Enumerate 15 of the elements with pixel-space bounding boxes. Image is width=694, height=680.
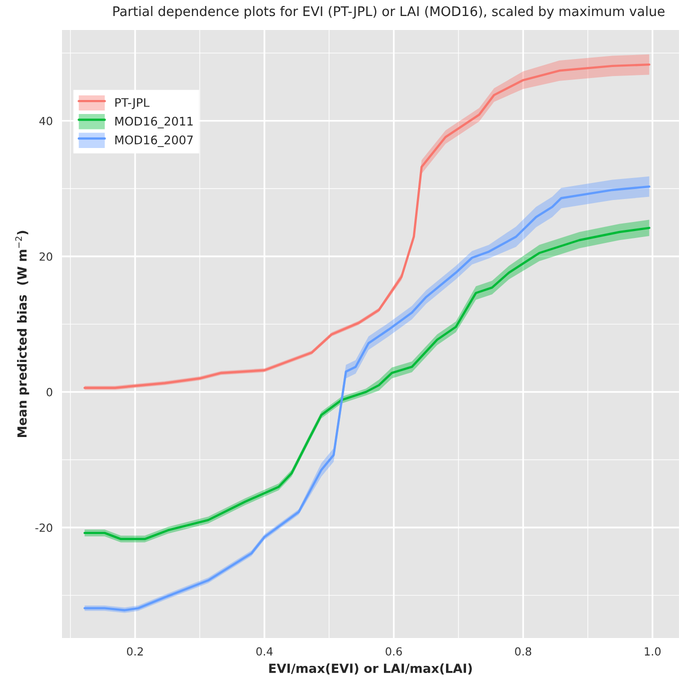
y-tick-label: -20 (35, 523, 52, 532)
x-axis-title: EVI/max(EVI) or LAI/max(LAI) (269, 663, 472, 674)
y-tick-label: 0 (46, 388, 52, 396)
legend-label: MOD16_2007 (115, 135, 193, 148)
x-tick-label: 0.2 (126, 647, 143, 656)
y-tick-label: 40 (39, 116, 52, 126)
x-tick-label: 0.4 (256, 647, 273, 656)
y-axis-title: Mean predicted bias (W m$^{−2}$) (15, 230, 30, 438)
legend-label: MOD16_2011 (115, 116, 193, 128)
x-tick-label: 0.8 (515, 647, 532, 656)
x-tick-label: 1.0 (644, 647, 661, 656)
chart-title: Partial dependence plots for EVI (PT-JPL) or LAI (MOD16), scaled by maximum value (113, 6, 664, 19)
x-tick-label: 0.6 (386, 647, 402, 656)
legend-label: PT-JPL (115, 98, 150, 110)
y-tick-label: 20 (40, 252, 52, 261)
